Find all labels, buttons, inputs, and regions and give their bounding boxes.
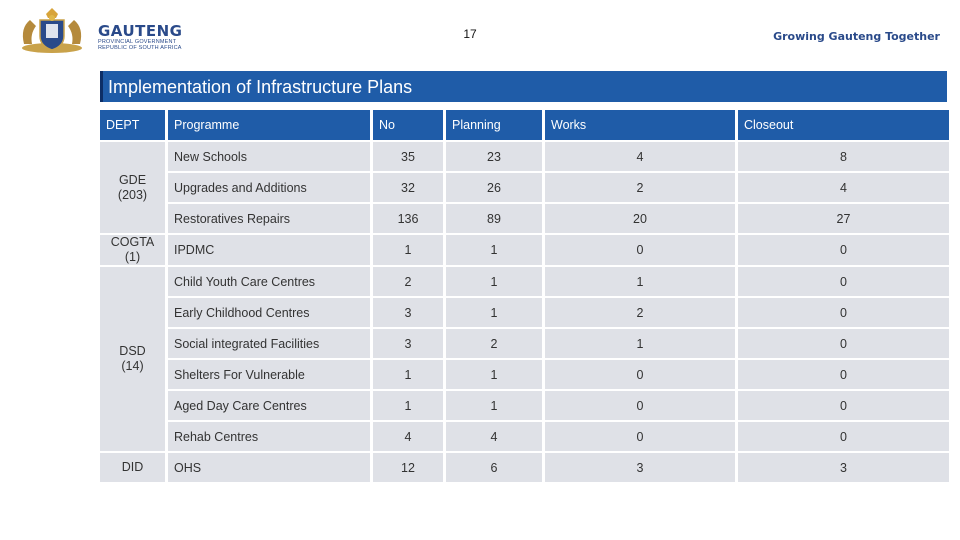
no-cell: 3	[373, 298, 443, 327]
works-cell: 0	[545, 360, 735, 389]
no-cell: 35	[373, 142, 443, 171]
planning-cell: 26	[446, 173, 542, 202]
no-cell: 32	[373, 173, 443, 202]
planning-cell: 6	[446, 453, 542, 482]
slogan: Growing Gauteng Together	[773, 30, 940, 43]
coat-of-arms-icon	[22, 8, 82, 53]
no-cell: 4	[373, 422, 443, 451]
column-header-planning: Planning	[446, 110, 542, 140]
table-row: Social integrated Facilities 3 2 1 0	[100, 329, 949, 358]
programme-cell: Rehab Centres	[168, 422, 370, 451]
closeout-cell: 0	[738, 298, 949, 327]
dept-cell-did: DID	[100, 453, 165, 482]
closeout-cell: 27	[738, 204, 949, 233]
programme-cell: Shelters For Vulnerable	[168, 360, 370, 389]
table-header-row: DEPT Programme No Planning Works Closeou…	[100, 110, 949, 140]
closeout-cell: 0	[738, 391, 949, 420]
works-cell: 3	[545, 453, 735, 482]
works-cell: 4	[545, 142, 735, 171]
works-cell: 1	[545, 267, 735, 296]
table-row: Restoratives Repairs 136 89 20 27	[100, 204, 949, 233]
programme-cell: Social integrated Facilities	[168, 329, 370, 358]
no-cell: 136	[373, 204, 443, 233]
dept-cell-gde: GDE (203)	[100, 142, 165, 233]
table-row: Shelters For Vulnerable 1 1 0 0	[100, 360, 949, 389]
table-row: DID OHS 12 6 3 3	[100, 453, 949, 482]
works-cell: 0	[545, 391, 735, 420]
brand-subtitle-2: REPUBLIC OF SOUTH AFRICA	[98, 45, 182, 51]
works-cell: 0	[545, 422, 735, 451]
title-bar: Implementation of Infrastructure Plans	[100, 71, 947, 102]
no-cell: 1	[373, 360, 443, 389]
dept-name: DSD	[119, 344, 146, 358]
closeout-cell: 0	[738, 329, 949, 358]
planning-cell: 1	[446, 298, 542, 327]
page-number: 17	[463, 27, 477, 41]
table-row: GDE (203) New Schools 35 23 4 8	[100, 142, 949, 233]
closeout-cell: 0	[738, 267, 949, 296]
table-row: DSD (14) Child Youth Care Centres 2 1 1 …	[100, 267, 949, 451]
dept-count: (14)	[121, 359, 144, 373]
programme-cell: Upgrades and Additions	[168, 173, 370, 202]
brand-block: GAUTENG PROVINCIAL GOVERNMENT REPUBLIC O…	[98, 22, 183, 52]
table-row: COGTA (1) IPDMC 1 1 0 0	[100, 235, 949, 265]
planning-cell: 1	[446, 267, 542, 296]
page-title: Implementation of Infrastructure Plans	[108, 77, 413, 97]
works-cell: 2	[545, 298, 735, 327]
table-row: Aged Day Care Centres 1 1 0 0	[100, 391, 949, 420]
brand-subtitle-1: PROVINCIAL GOVERNMENT	[98, 39, 177, 45]
works-cell: 20	[545, 204, 735, 233]
programme-cell: Restoratives Repairs	[168, 204, 370, 233]
infrastructure-table: DEPT Programme No Planning Works Closeou…	[97, 108, 952, 484]
programme-cell: IPDMC	[168, 235, 370, 265]
works-cell: 1	[545, 329, 735, 358]
gauteng-logo: GAUTENG PROVINCIAL GOVERNMENT REPUBLIC O…	[10, 8, 190, 56]
dept-name: DID	[121, 460, 144, 474]
programme-cell: Child Youth Care Centres	[168, 267, 370, 296]
planning-cell: 1	[446, 235, 542, 265]
dept-cell-cogta: COGTA (1)	[100, 235, 165, 265]
programme-cell: Aged Day Care Centres	[168, 391, 370, 420]
programme-cell: New Schools	[168, 142, 370, 171]
planning-cell: 1	[446, 391, 542, 420]
no-cell: 2	[373, 267, 443, 296]
programme-cell: Early Childhood Centres	[168, 298, 370, 327]
table-row: Early Childhood Centres 3 1 2 0	[100, 298, 949, 327]
planning-cell: 4	[446, 422, 542, 451]
no-cell: 12	[373, 453, 443, 482]
works-cell: 2	[545, 173, 735, 202]
planning-cell: 1	[446, 360, 542, 389]
column-header-dept: DEPT	[100, 110, 165, 140]
table-row: Rehab Centres 4 4 0 0	[100, 422, 949, 451]
column-header-closeout: Closeout	[738, 110, 949, 140]
closeout-cell: 0	[738, 235, 949, 265]
no-cell: 1	[373, 235, 443, 265]
planning-cell: 23	[446, 142, 542, 171]
closeout-cell: 3	[738, 453, 949, 482]
brand-name: GAUTENG	[98, 22, 183, 40]
dept-name: GDE	[118, 172, 147, 187]
programme-cell: OHS	[168, 453, 370, 482]
dept-count: (1)	[124, 250, 141, 264]
dept-name: COGTA	[110, 235, 155, 249]
column-header-no: No	[373, 110, 443, 140]
table-row: Upgrades and Additions 32 26 2 4	[100, 173, 949, 202]
closeout-cell: 4	[738, 173, 949, 202]
no-cell: 3	[373, 329, 443, 358]
dept-cell-dsd: DSD (14)	[100, 267, 165, 451]
column-header-works: Works	[545, 110, 735, 140]
dept-count: (203)	[117, 187, 148, 202]
no-cell: 1	[373, 391, 443, 420]
closeout-cell: 0	[738, 422, 949, 451]
column-header-programme: Programme	[168, 110, 370, 140]
works-cell: 0	[545, 235, 735, 265]
closeout-cell: 8	[738, 142, 949, 171]
planning-cell: 2	[446, 329, 542, 358]
closeout-cell: 0	[738, 360, 949, 389]
planning-cell: 89	[446, 204, 542, 233]
